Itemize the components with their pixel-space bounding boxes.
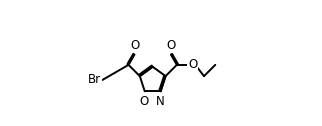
Text: O: O [166,39,175,52]
Text: O: O [139,95,149,108]
Text: Br: Br [88,73,101,86]
Text: O: O [188,58,197,71]
Text: O: O [130,39,139,52]
Text: N: N [156,95,165,108]
